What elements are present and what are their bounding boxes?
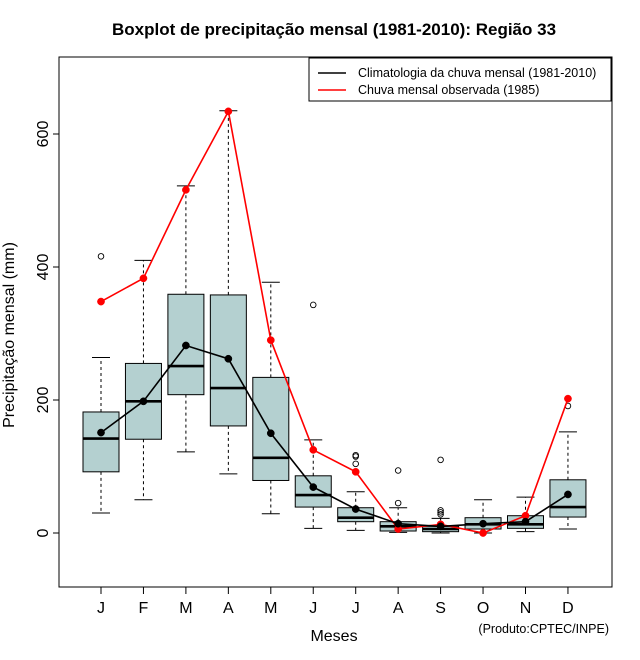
x-tick-label: A [223,600,234,617]
series-point [479,519,487,528]
outlier-point [394,467,402,474]
outlier-point [437,511,444,518]
y-axis-label: Precipitação mensal (mm) [1,242,18,428]
x-tick-label: M [179,600,192,617]
outlier-point [310,301,317,309]
series-point [309,446,318,454]
y-tick-label: 400 [35,254,52,281]
series-point [182,341,190,350]
series-point [266,336,275,344]
box-body [549,479,587,518]
box-1 [82,253,120,514]
boxes-layer [82,110,587,534]
legend: Climatologia da chuva mensal (1981-2010)… [308,57,612,102]
outlier-point [352,460,359,468]
box-7 [337,451,375,531]
series-point [394,519,402,528]
series-point [521,517,530,526]
outlier-point [352,451,359,459]
series-point [564,394,572,403]
box-5 [252,281,290,515]
series-point [182,186,190,194]
series-point [266,429,275,438]
series-point [351,505,360,513]
series-point [224,107,233,116]
series-point [224,354,233,363]
outlier-point [437,456,444,464]
series-point [139,397,148,406]
x-tick-label: J [309,600,317,617]
x-tick-label: J [352,600,360,617]
series-point [436,522,445,531]
x-tick-label: D [562,600,574,617]
box-body [294,475,332,508]
series-point [97,428,105,437]
x-tick-label: O [477,600,489,617]
series-point [479,529,487,537]
x-tick-label: J [97,600,105,617]
x-tick-label: S [435,600,446,617]
y-tick-label: 0 [35,528,52,537]
box-6 [294,301,332,529]
x-tick-label: M [264,600,277,617]
series-line [100,109,569,534]
series-point [97,297,105,306]
outlier-point [437,507,444,514]
series-point [564,490,572,499]
x-tick-label: N [520,600,532,617]
box-body [252,376,290,481]
x-axis-label: Meses [310,628,357,645]
legend-label-observed: Chuva mensal observada (1985) [358,83,539,97]
y-axis: 0 200 400 600 [35,121,60,537]
outlier-point [437,509,444,516]
x-tick-label: A [393,600,404,617]
chart-title: Boxplot de precipitação mensal (1981-201… [112,20,556,39]
outlier-point [394,499,402,507]
series-point [351,467,360,476]
series-line [100,344,569,528]
series-layer [97,107,572,537]
series-climatology [97,341,572,531]
box-4 [209,110,247,475]
legend-box [308,57,612,102]
box-2 [124,259,162,501]
credit-text: (Produto:CPTEC/INPE) [478,622,609,636]
series-point [139,274,148,283]
box-body [82,411,120,473]
series-point [309,483,318,491]
x-tick-label: F [139,600,149,617]
box-3 [167,185,205,453]
legend-label-climatology: Climatologia da chuva mensal (1981-2010) [358,66,596,80]
y-tick-label: 200 [35,387,52,414]
outlier-point [97,253,105,260]
box-12 [549,402,587,530]
y-tick-label: 600 [35,121,52,148]
